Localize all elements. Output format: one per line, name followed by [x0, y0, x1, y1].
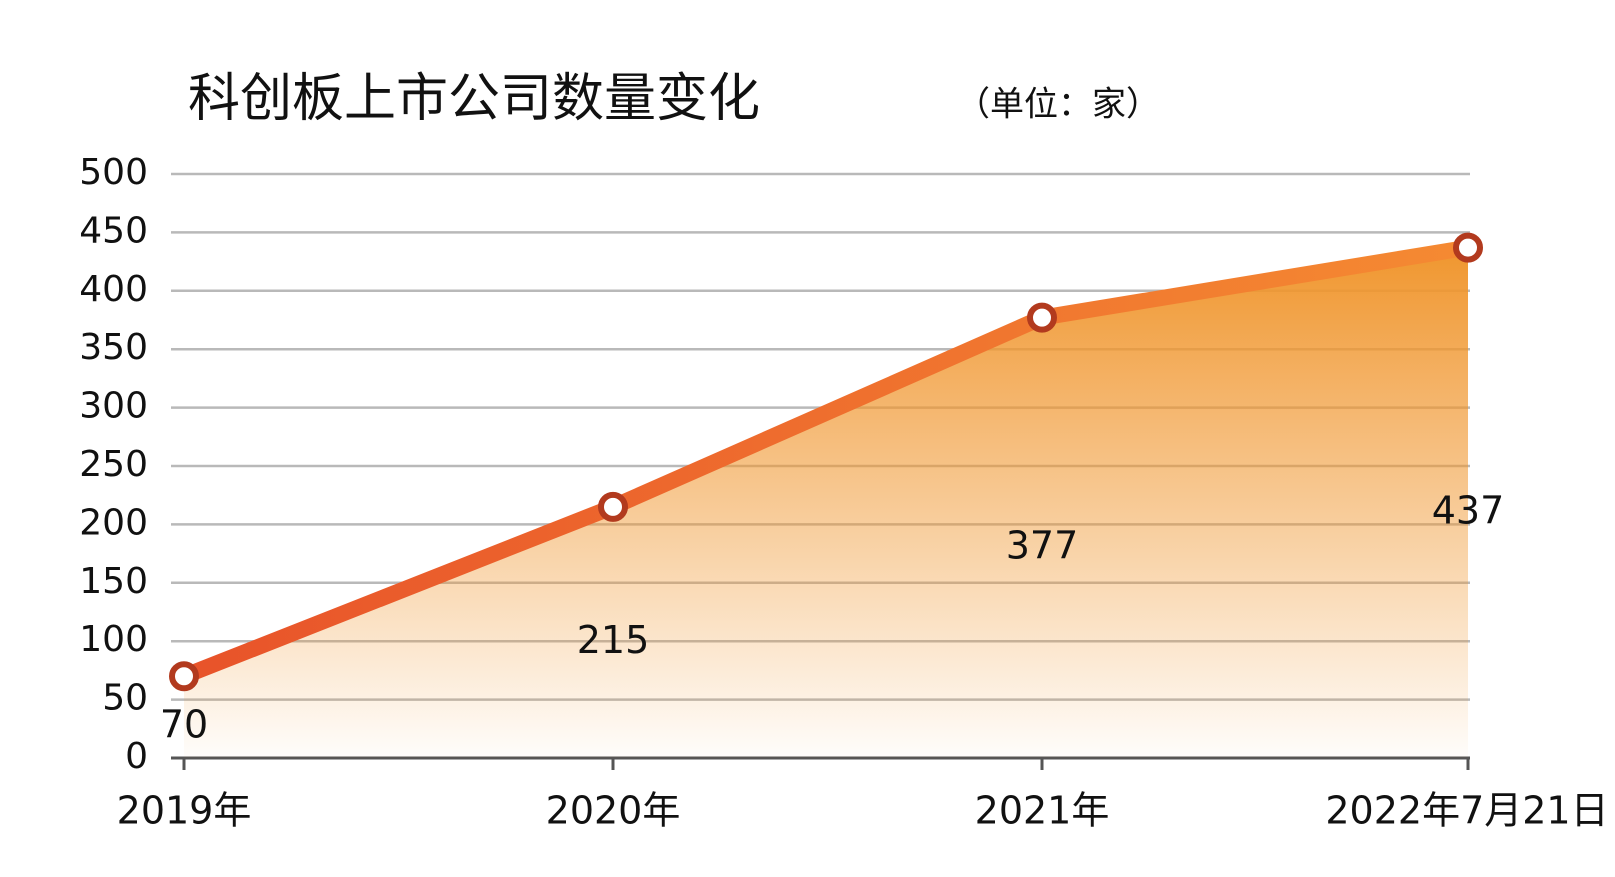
chart-title: 科创板上市公司数量变化 [188, 69, 760, 129]
point-marker [1027, 302, 1057, 333]
x-tick-label: 2021年 [975, 789, 1110, 833]
y-tick-label: 350 [79, 327, 148, 368]
y-tick-label: 250 [79, 444, 148, 485]
y-tick-label: 400 [79, 269, 148, 310]
x-tick-label: 2019年 [117, 789, 252, 833]
y-tick-label: 450 [79, 210, 148, 251]
point-marker [169, 661, 199, 692]
y-tick-label: 0 [125, 736, 148, 777]
area [184, 247, 1468, 759]
y-tick-label: 300 [79, 386, 148, 427]
line [181, 239, 1470, 684]
data-label: 437 [1432, 488, 1505, 532]
x-tick-label: 2020年 [546, 789, 681, 833]
chart-subtitle: （单位：家） [956, 85, 1160, 125]
point-marker [1453, 232, 1483, 263]
data-label: 377 [1006, 523, 1079, 567]
x-tick-label: 2022年7月21日 [1325, 789, 1608, 833]
y-tick-label: 100 [79, 619, 148, 660]
y-tick-label: 150 [79, 561, 148, 602]
point-marker [598, 491, 628, 522]
y-tick-label: 200 [79, 502, 148, 543]
data-label: 215 [577, 618, 650, 662]
y-tick-label: 50 [102, 678, 148, 719]
y-tick-label: 500 [79, 152, 148, 193]
data-label: 70 [160, 703, 208, 747]
